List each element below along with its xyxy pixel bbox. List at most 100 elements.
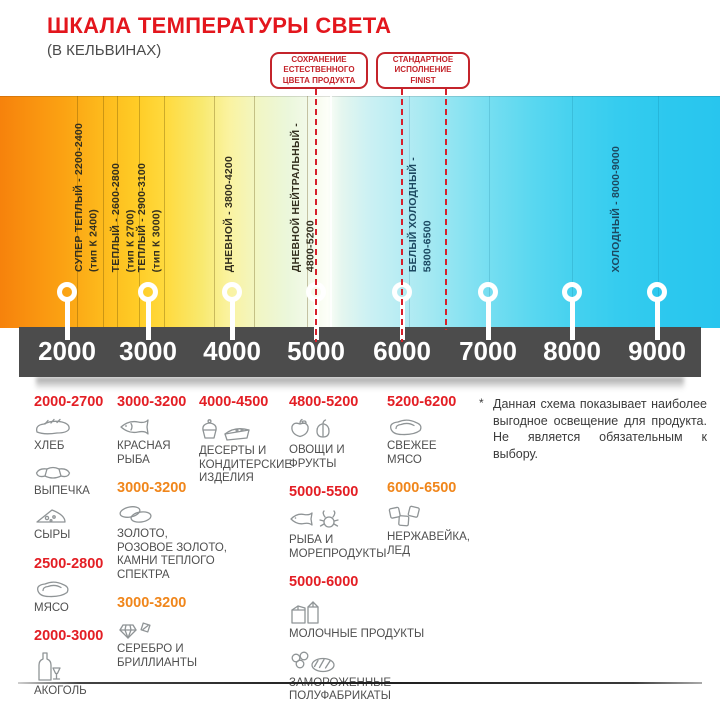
marker-ring	[478, 282, 498, 302]
desserts-icon	[202, 419, 250, 441]
dashed-marker-line-6500	[445, 89, 447, 330]
range-heading: 5000-6000	[289, 574, 359, 591]
food-label: ЗОЛОТО, РОЗОВОЕ ЗОЛОТО, КАМНИ ТЕПЛОГО СП…	[117, 528, 227, 581]
food-item: АКОГОЛЬ	[34, 651, 114, 699]
band-separator-line	[489, 96, 490, 327]
axis-tick-label: 2000	[38, 336, 96, 366]
food-item: МЯСО	[34, 579, 114, 616]
range-heading: 5000-5500	[289, 484, 359, 501]
food-label: СЕРЕБРО И БРИЛЛИАНТЫ	[117, 643, 198, 669]
band-label-cold: ХОЛОДНЫЙ - 8000-9000	[610, 145, 622, 272]
food-label: СВЕЖЕЕ МЯСО	[387, 440, 437, 466]
marker-stem	[64, 300, 70, 340]
food-group: 5000-5500 РЫБА И МОРЕПРОДУКТЫ	[289, 484, 386, 561]
range-heading: 3000-3200	[117, 480, 187, 497]
band-label-warm-2700: ТЕПЛЫЙ - 2600-2800 (тип К 2700)	[110, 162, 137, 272]
ice-cubes-icon	[388, 505, 420, 527]
footnote-asterisk: *	[479, 396, 484, 410]
band-label-daylight: ДНЕВНОЙ - 3800-4200	[223, 155, 235, 272]
rings-icon	[119, 506, 152, 523]
food-group: 6000-6500 НЕРЖАВЕЙКА, ЛЕД	[387, 480, 479, 558]
seafood-icon	[290, 510, 339, 528]
food-label: АКОГОЛЬ	[34, 685, 87, 698]
food-label: ВЫПЕЧКА	[34, 484, 90, 497]
food-group: 3000-3200 СЕРЕБРО И БРИЛЛИАНТЫ	[117, 595, 199, 670]
milk-icon	[291, 601, 319, 624]
range-heading: 2000-3000	[34, 628, 104, 645]
food-column-5: 5200-6200 СВЕЖЕЕ МЯСО 6000-6500 НЕРЖАВЕЙ…	[387, 394, 479, 571]
food-group: 5200-6200 СВЕЖЕЕ МЯСО	[387, 394, 479, 467]
food-group: 4000-4500 ДЕСЕРТЫ И КОНДИТЕРСКИЕ ИЗДЕЛИЯ	[199, 394, 293, 486]
marker-ring	[647, 282, 667, 302]
band-separator-line	[330, 96, 332, 327]
food-item: ХЛЕБ	[34, 417, 114, 454]
band-label-neutral: ДНЕВНОЙ НЕЙТРАЛЬНЫЙ - 4800-5200	[290, 122, 317, 272]
food-item: ЗОЛОТО, РОЗОВОЕ ЗОЛОТО, КАМНИ ТЕПЛОГО СП…	[117, 503, 227, 582]
food-column-1: 2000-2700 ХЛЕБ ВЫПЕЧКА СЫРЫ 2500-2800 МЯ…	[34, 394, 114, 704]
marker-stem	[485, 300, 491, 340]
axis-tick-label: 7000	[459, 336, 517, 366]
axis-tick-label: 3000	[119, 336, 177, 366]
meat-icon	[37, 581, 69, 597]
axis-tick-label: 4000	[203, 336, 261, 366]
band-separator-line	[658, 96, 659, 327]
food-label: НЕРЖАВЕЙКА, ЛЕД	[387, 531, 470, 557]
fruits-icon	[291, 418, 330, 438]
croissant-icon	[35, 466, 71, 479]
footnote: * Данная схема показывает наиболее выгод…	[479, 396, 707, 462]
cheese-icon	[36, 509, 66, 523]
marker-ring	[562, 282, 582, 302]
band-label-cool-white: БЕЛЫЙ ХОЛОДНЫЙ - 5800-6500	[407, 156, 434, 272]
food-label: КРАСНАЯ РЫБА	[117, 440, 171, 466]
food-column-4: 4800-5200 ОВОЩИ И ФРУКТЫ 5000-5500 РЫБА …	[289, 394, 425, 704]
axis-bar-shadow	[36, 377, 684, 390]
food-label: МОЛОЧНЫЕ ПРОДУКТЫ	[289, 628, 425, 641]
band-separator-line	[77, 96, 78, 327]
food-label: ДЕСЕРТЫ И КОНДИТЕРСКИЕ ИЗДЕЛИЯ	[199, 445, 293, 485]
food-group: 3000-3200 КРАСНАЯ РЫБА	[117, 394, 199, 467]
frozen-food-icon	[291, 651, 335, 672]
food-group: 2500-2800 МЯСО	[34, 556, 114, 616]
food-item: ОВОЩИ И ФРУКТЫ	[289, 417, 385, 471]
marker-stem	[145, 300, 151, 340]
range-heading: 5200-6200	[387, 394, 457, 410]
range-heading: 3000-3200	[117, 394, 187, 410]
dashed-marker-line-5000	[315, 89, 317, 342]
band-separator-line	[139, 96, 140, 327]
band-separator-line	[164, 96, 165, 327]
food-label: ОВОЩИ И ФРУКТЫ	[289, 444, 345, 470]
callout-standard-finist: СТАНДАРТНОЕ ИСПОЛНЕНИЕ FINIST	[376, 52, 470, 89]
range-heading: 2000-2700	[34, 394, 104, 410]
axis-tick-label: 9000	[628, 336, 686, 366]
marker-ring	[57, 282, 77, 302]
band-separator-line	[409, 96, 410, 327]
food-item: МОЛОЧНЫЕ ПРОДУКТЫ	[289, 597, 425, 642]
bottom-divider-line	[18, 682, 702, 684]
food-label: ХЛЕБ	[34, 440, 65, 452]
food-item: ЗАМОРОЖЕННЫЕ ПОЛУФАБРИКАТЫ	[289, 650, 391, 704]
food-column-3: 4000-4500 ДЕСЕРТЫ И КОНДИТЕРСКИЕ ИЗДЕЛИЯ	[199, 394, 293, 499]
marker-stem	[229, 300, 235, 340]
alcohol-icon	[38, 652, 61, 681]
band-separator-line	[307, 96, 308, 327]
marker-stem	[654, 300, 660, 340]
fresh-meat-icon	[390, 419, 422, 436]
fish-icon	[120, 419, 149, 435]
callout-natural-color: СОХРАНЕНИЕ ЕСТЕСТВЕННОГО ЦВЕТА ПРОДУКТА	[270, 52, 368, 89]
band-separator-line	[254, 96, 255, 327]
food-label: МЯСО	[34, 601, 69, 614]
food-item: СЫРЫ	[34, 506, 114, 543]
food-item: СЕРЕБРО И БРИЛЛИАНТЫ	[117, 618, 199, 670]
band-separator-line	[103, 96, 104, 327]
band-separator-line	[214, 96, 215, 327]
range-heading: 2500-2800	[34, 555, 104, 572]
food-group: 5000-6000 МОЛОЧНЫЕ ПРОДУКТЫ ЗАМОРОЖЕННЫЕ…	[289, 574, 425, 704]
range-heading: 4800-5200	[289, 394, 359, 410]
marker-ring	[138, 282, 158, 302]
kelvin-axis-bar	[19, 327, 701, 377]
range-heading: 3000-3200	[117, 595, 187, 612]
food-group: 4800-5200 ОВОЩИ И ФРУКТЫ	[289, 394, 385, 471]
food-label: СЫРЫ	[34, 529, 71, 542]
axis-tick-label: 8000	[543, 336, 601, 366]
band-label-warm-3000: ТЕПЛЫЙ - 2900-3100 (тип К 3000)	[136, 162, 163, 272]
